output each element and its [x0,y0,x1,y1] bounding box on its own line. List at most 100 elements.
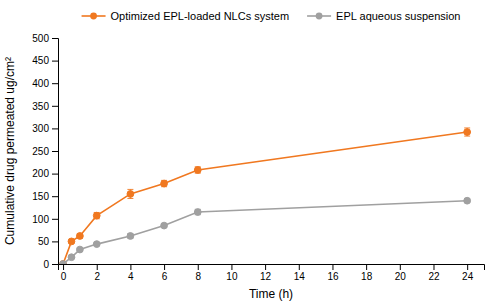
tick: 150 [32,191,58,202]
tick-mark [265,264,266,270]
error-bar-cap [127,189,133,190]
tick: 100 [32,214,58,225]
point [60,261,67,264]
tick-label: 0 [43,259,49,270]
tick-mark [52,61,58,62]
series [60,128,471,264]
legend: Optimized EPL-loaded NLCs system EPL aque… [82,10,461,22]
tick-mark [52,174,58,175]
tick-mark [97,264,98,270]
legend-item: Optimized EPL-loaded NLCs system [82,10,290,22]
tick-mark [198,264,199,270]
tick-mark [366,264,367,270]
error-bar [464,128,470,136]
tick-mark [52,38,58,39]
y-axis-title: Cumulative drug permeated ug/cm² [3,57,17,245]
tick: 450 [32,55,58,66]
tick-label: 500 [32,33,49,44]
tick-mark [52,151,58,152]
error-bar [127,189,133,198]
legend-label: EPL aqueous suspension [336,10,460,22]
tick: 250 [32,146,58,157]
point [127,191,134,198]
point [93,212,100,219]
point [127,233,134,240]
tick-label: 150 [32,191,49,202]
point [161,222,168,229]
tick-label: 200 [32,168,49,179]
tick-mark [63,264,64,270]
axis-line [59,265,485,271]
tick-label: 450 [32,55,49,66]
tick-label: 2 [94,271,100,282]
tick-label: 350 [32,101,49,112]
tick-label: 4 [128,271,134,282]
tick: 4 [128,264,134,282]
tick: 2 [94,264,100,282]
tick: 14 [294,264,306,282]
x-axis: 024681012141618202224 [59,264,485,282]
tick-label: 300 [32,123,49,134]
marks [60,128,471,264]
error-bar [195,209,201,214]
point [464,197,471,204]
tick-label: 14 [294,271,306,282]
tick-mark [52,83,58,84]
tick-label: 20 [395,271,407,282]
legend-label: Optimized EPL-loaded NLCs system [111,10,290,22]
tick-mark [400,264,401,270]
axis-line [52,39,59,265]
tick: 16 [327,264,339,282]
point [68,238,75,245]
y-axis: 0 50 100 150 200 250 300 350 400 450 500 [32,33,58,270]
point [77,246,84,253]
tick-mark [130,264,131,270]
tick-label: 50 [38,236,50,247]
tick-mark [52,241,58,242]
tick-label: 24 [462,271,474,282]
tick: 12 [260,264,272,282]
point [464,129,471,136]
tick: 350 [32,101,58,112]
point [77,233,84,240]
point [93,241,100,248]
tick-mark [52,219,58,220]
tick-label: 8 [195,271,201,282]
tick: 0 [43,259,58,270]
point [194,167,201,174]
tick-mark [52,106,58,107]
error-bar [94,212,100,218]
tick: 50 [38,236,58,247]
point [194,209,201,216]
tick-mark [467,264,468,270]
error-bar [195,167,201,173]
tick: 22 [428,264,440,282]
tick-label: 6 [162,271,168,282]
tick: 200 [32,168,58,179]
tick-mark [299,264,300,270]
line [63,132,467,264]
tick-label: 12 [260,271,272,282]
plot-area: 0246810121416182022240501001502002503003… [32,33,484,282]
tick-mark [332,264,333,270]
tick-label: 16 [327,271,339,282]
point [68,254,75,261]
point [161,180,168,187]
tick-mark [52,128,58,129]
tick-mark [52,264,58,265]
error-bar [161,180,167,186]
point [60,261,67,264]
legend-marker [90,13,97,20]
tick-label: 22 [428,271,440,282]
tick: 6 [162,264,168,282]
legend-item: EPL aqueous suspension [307,10,460,22]
tick: 24 [462,264,474,282]
tick: 300 [32,123,58,134]
tick-label: 400 [32,78,49,89]
tick-mark [52,196,58,197]
tick: 400 [32,78,58,89]
x-axis-title: Time (h) [249,287,293,301]
tick: 500 [32,33,58,44]
tick-mark [231,264,232,270]
tick: 10 [226,264,238,282]
